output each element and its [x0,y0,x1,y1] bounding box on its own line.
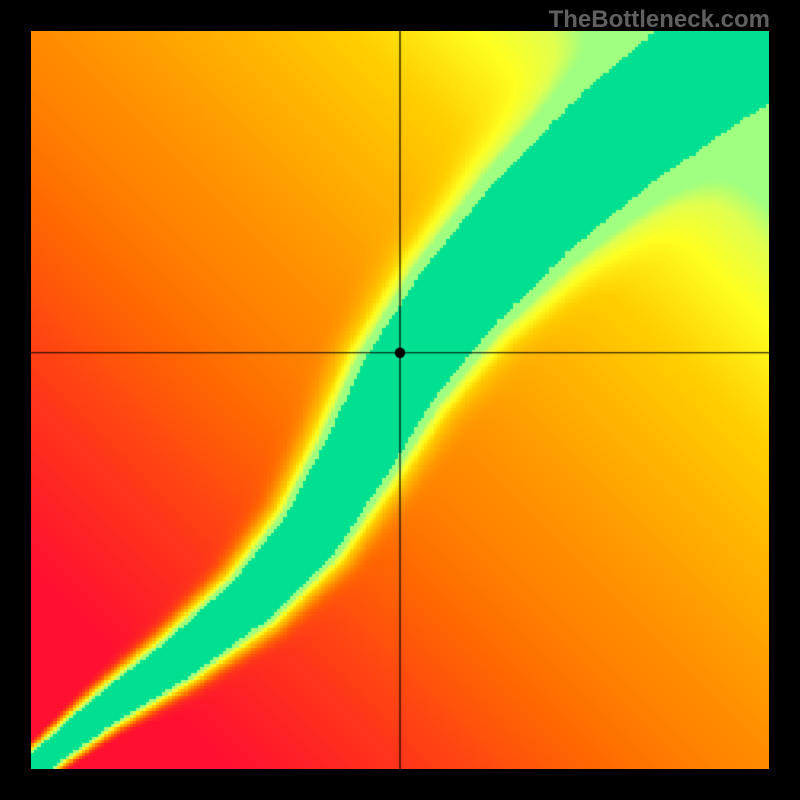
heatmap-canvas [31,31,769,769]
heatmap-plot [31,31,769,769]
watermark-text: TheBottleneck.com [549,6,770,34]
chart-frame: TheBottleneck.com [0,0,800,800]
